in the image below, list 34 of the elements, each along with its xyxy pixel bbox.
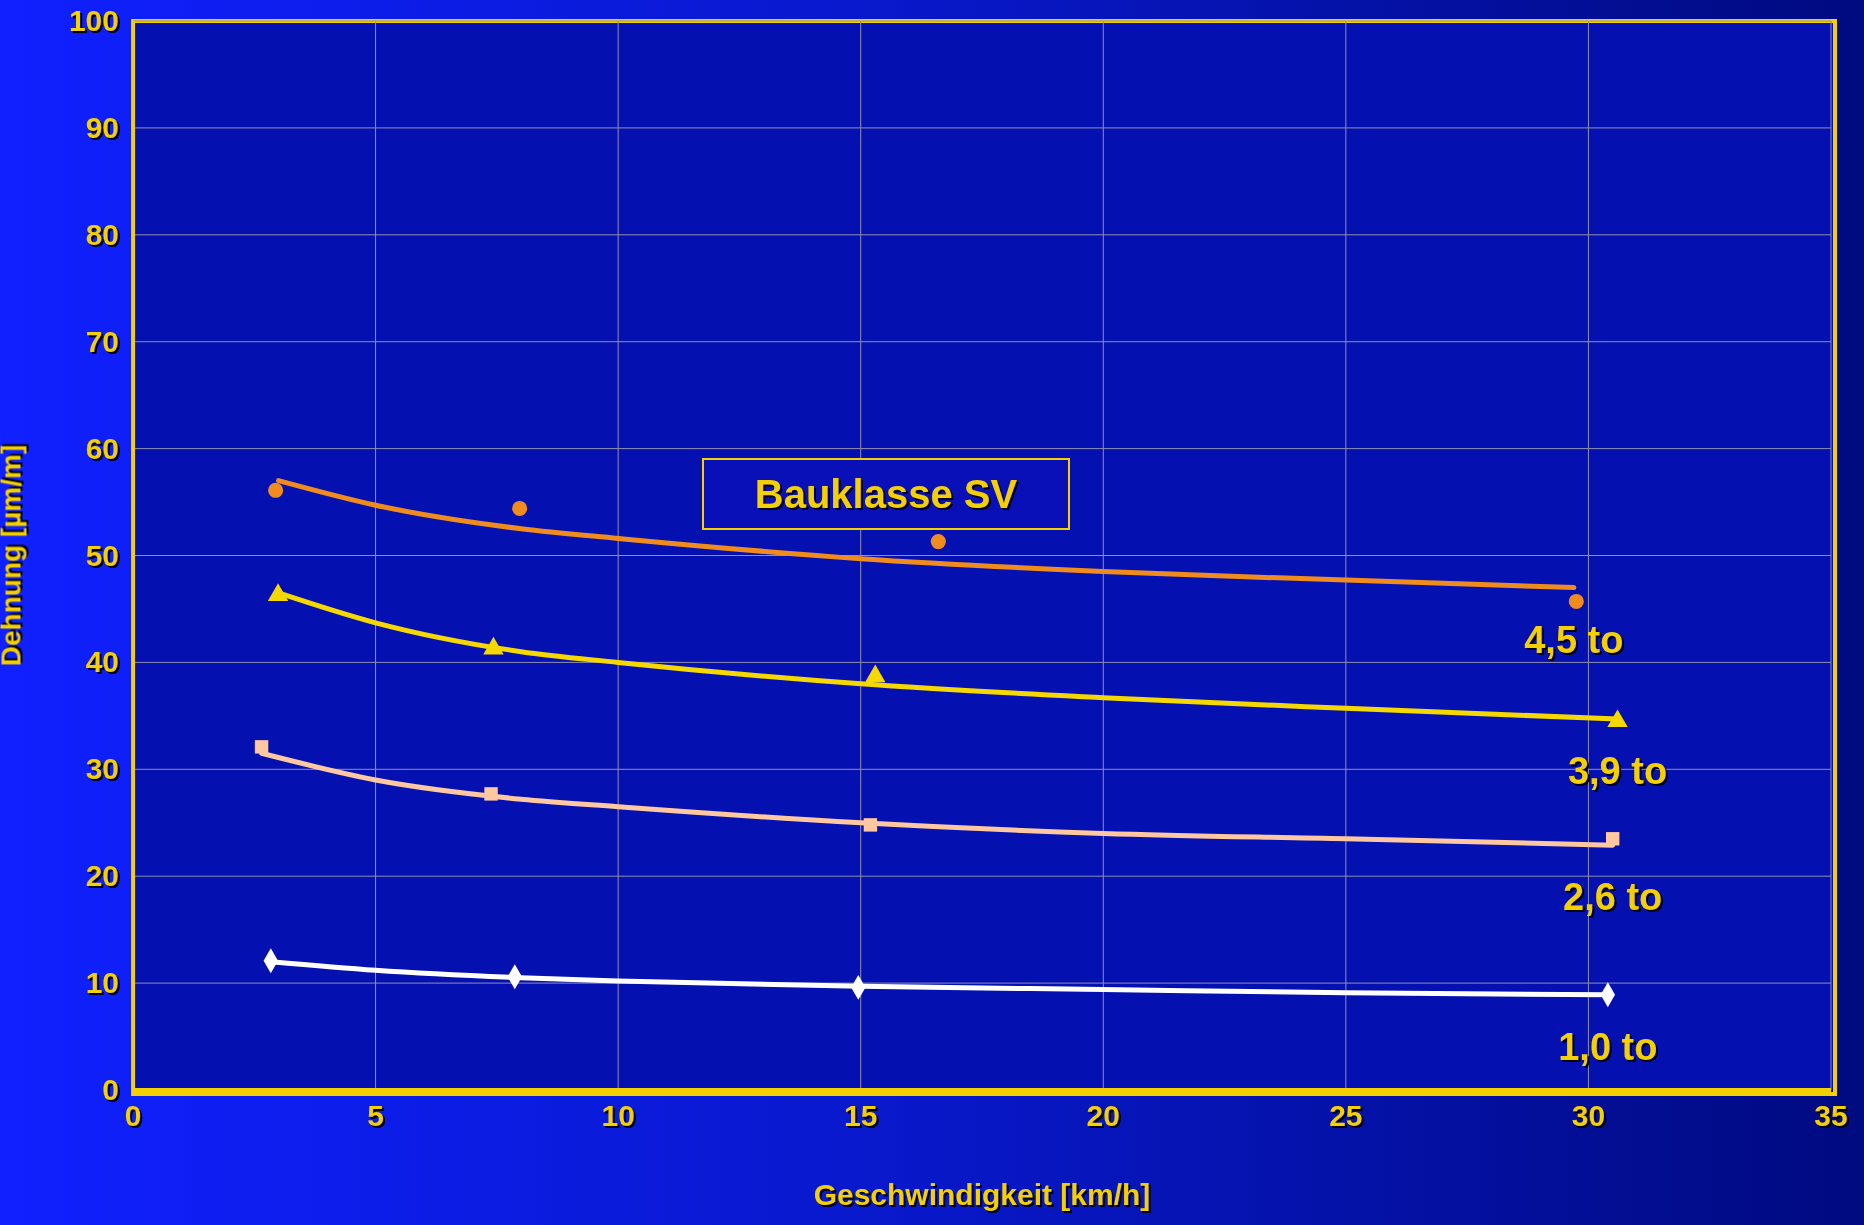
point: [930, 534, 946, 550]
y-tick-label: 0: [102, 1073, 119, 1106]
y-tick-label: 80: [85, 217, 119, 251]
x-tick-label: 10: [601, 1099, 635, 1132]
y-tick-label: 30: [85, 752, 119, 786]
point: [512, 500, 528, 517]
annotation: Bauklasse SV: [702, 458, 1070, 530]
x-tick-label: 15: [844, 1099, 878, 1132]
x-axis-title: Geschwindigkeit [km/h]: [813, 1178, 1151, 1211]
point: [268, 482, 284, 498]
point: [484, 787, 498, 801]
x-tick-label: 35: [1814, 1099, 1848, 1132]
y-tick-label: 20: [85, 859, 119, 893]
x-tick-label: 20: [1086, 1099, 1120, 1132]
point: [863, 818, 878, 832]
x-tick-label: 5: [367, 1099, 384, 1132]
y-tick-label: 40: [85, 645, 119, 679]
point: [1605, 832, 1620, 846]
y-tick-label: 70: [85, 324, 119, 358]
y-tick-label: 10: [85, 966, 119, 1000]
point: [254, 740, 269, 754]
series-label: 2,6 to: [1563, 876, 1663, 919]
y-tick-label: 90: [85, 110, 119, 144]
series-label: 4,5 to: [1524, 618, 1624, 661]
x-tick-label: 0: [124, 1099, 142, 1132]
x-tick-label: 25: [1329, 1099, 1363, 1132]
series-label: 3,9 to: [1567, 750, 1668, 793]
y-tick-label: 100: [68, 4, 119, 37]
y-axis-title: Dehnung [µm/m]: [0, 444, 27, 667]
y-tick-label: 50: [85, 538, 119, 572]
x-tick-label: 30: [1571, 1099, 1606, 1132]
series-label: 1,0 to: [1558, 1025, 1658, 1068]
y-tick-label: 60: [85, 431, 119, 465]
point: [1568, 593, 1584, 610]
